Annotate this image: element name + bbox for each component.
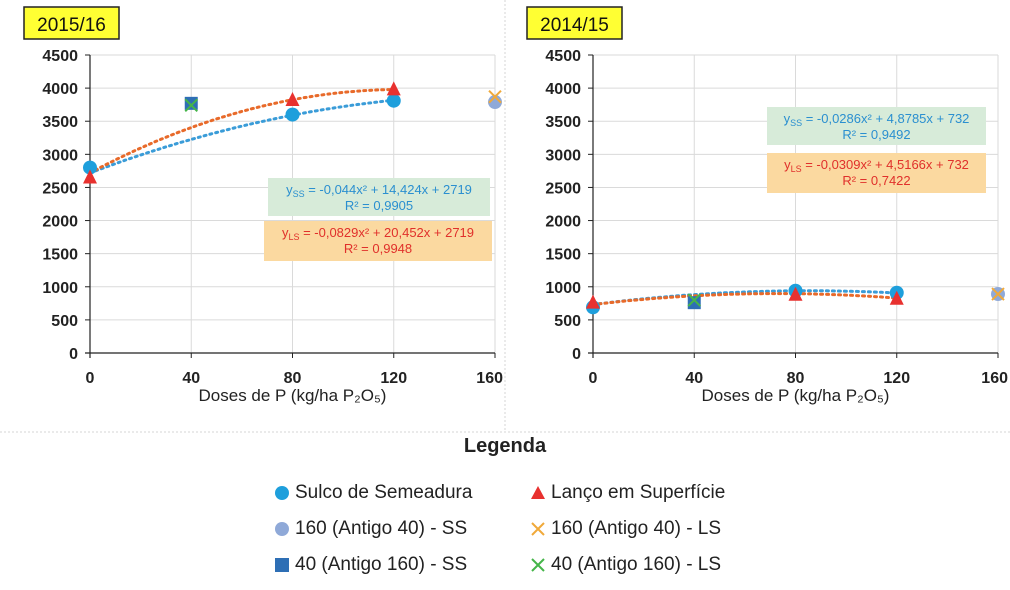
y-tick-label: 1000: [545, 280, 581, 297]
data-point-sulco-de-semeadura: [83, 160, 97, 175]
equation-box-ls: [264, 221, 492, 261]
equation-text-ss: ySS = -0,0286x² + 4,8785x + 732: [784, 111, 970, 128]
y-tick-label: 0: [69, 346, 78, 363]
r-squared-ss: R² = 0,9492: [842, 127, 910, 142]
data-point-40-antigo-160-ss: [184, 96, 198, 110]
y-tick-label: 0: [572, 346, 581, 363]
x-tick-label: 40: [685, 370, 703, 387]
equation-text-ls: yLS = -0,0829x² + 20,452x + 2719: [282, 225, 474, 242]
data-point-40-antigo-160-ls: [687, 293, 701, 307]
data-point-40-antigo-160-ls: [184, 98, 198, 113]
data-point-lanco-em-superficie: [285, 92, 300, 107]
y-tick-label: 3500: [545, 114, 581, 131]
trendline-lanco-em-superficie: [591, 292, 899, 306]
legend-label: 160 (Antigo 40) - SS: [295, 518, 468, 539]
x-tick-label: 80: [787, 370, 805, 387]
season-label-box: [23, 6, 120, 40]
legend-row: Sulco de Semeadura Lanço em Superfície: [266, 478, 826, 514]
x-tick-label: 40: [182, 370, 200, 387]
r-squared-ls: R² = 0,7422: [842, 173, 910, 188]
x-tick-label: 0: [589, 370, 598, 387]
legend-title: Legenda: [463, 435, 547, 457]
x-tick-label: 80: [284, 370, 302, 387]
y-tick-label: 1500: [545, 247, 581, 264]
x-tick-label: 120: [380, 370, 407, 387]
trendline-sulco-de-semeadura: [88, 98, 396, 175]
season-label: 2015/16: [37, 15, 106, 36]
data-point-lanco-em-superficie: [586, 294, 600, 309]
y-tick-label: 3000: [42, 147, 78, 164]
season-label: 2014/15: [540, 15, 609, 36]
y-tick-label: 4500: [545, 48, 581, 65]
y-tick-label: 3000: [545, 147, 581, 164]
x-tick-label: 120: [883, 370, 910, 387]
legend-square-marker-icon: [275, 558, 289, 572]
legend-label: 40 (Antigo 160) - LS: [551, 554, 722, 575]
trendline-lanco-em-superficie: [88, 88, 396, 175]
y-tick-label: 4000: [42, 81, 78, 98]
equation-text-ls: yLS = -0,0309x² + 4,5166x + 732: [784, 157, 969, 174]
data-point-sulco-de-semeadura: [386, 93, 401, 108]
data-point-lanco-em-superficie: [788, 286, 803, 301]
y-tick-label: 1000: [42, 280, 78, 297]
chart-panel-2015-16: 0 500 1000 1500 2000 2500 3000 3500 4000 4500 0 40 8…: [23, 6, 503, 405]
legend-item-sulco-de-semeadura: Sulco de Semeadura: [272, 478, 472, 508]
y-tick-label: 500: [554, 313, 581, 330]
equation-box-ss: [268, 178, 490, 216]
data-point-160-antigo-40-ss: [488, 95, 502, 110]
legend-item-160-antigo-40-ss: 160 (Antigo 40) - SS: [272, 514, 467, 544]
y-tick-label: 4000: [545, 81, 581, 98]
y-tick-label: 3500: [42, 114, 78, 131]
legend: Sulco de Semeadura Lanço em Superfície 1…: [266, 478, 826, 586]
legend-item-lanco-em-superficie: Lanço em Superfície: [528, 478, 725, 508]
equation-box-ls: [767, 153, 986, 193]
legend-circle-marker-icon: [275, 486, 289, 500]
legend-x-marker-icon: [531, 522, 545, 536]
legend-label: Sulco de Semeadura: [295, 482, 473, 503]
legend-label: 40 (Antigo 160) - SS: [295, 554, 468, 575]
equation-text-ss: ySS = -0,044x² + 14,424x + 2719: [286, 182, 472, 199]
y-tick-label: 500: [51, 313, 78, 330]
x-axis-label: Doses de P (kg/ha P₂O₅): [199, 386, 387, 405]
data-point-lanco-em-superficie: [386, 81, 401, 96]
data-point-40-antigo-160-ss: [687, 296, 701, 310]
x-tick-label: 160: [981, 370, 1008, 387]
data-point-160-antigo-40-ls: [488, 90, 502, 104]
season-label-box: [526, 6, 623, 40]
x-axis-label: Doses de P (kg/ha P₂O₅): [702, 386, 890, 405]
r-squared-ls: R² = 0,9948: [344, 241, 412, 256]
data-point-lanco-em-superficie: [889, 290, 904, 305]
x-tick-label: 0: [86, 370, 95, 387]
legend-label: 160 (Antigo 40) - LS: [551, 518, 722, 539]
r-squared-ss: R² = 0,9905: [345, 198, 413, 213]
legend-row: 160 (Antigo 40) - SS 160 (Antigo 40) - L…: [266, 514, 826, 550]
legend-item-40-antigo-160-ls: 40 (Antigo 160) - LS: [528, 550, 721, 580]
legend-item-40-antigo-160-ss: 40 (Antigo 160) - SS: [272, 550, 467, 580]
y-tick-label: 2500: [42, 180, 78, 197]
equation-box-ss: [767, 107, 986, 145]
legend-x-marker-icon: [531, 558, 545, 572]
x-tick-label: 160: [476, 370, 503, 387]
y-tick-label: 2000: [42, 214, 78, 231]
legend-row: 40 (Antigo 160) - SS 40 (Antigo 160) - L…: [266, 550, 826, 586]
chart-panel-2014-15: 0 500 1000 1500 2000 2500 3000 3500 4000 4500 0 40 8…: [526, 6, 1008, 405]
legend-triangle-marker-icon: [531, 486, 545, 499]
data-point-160-antigo-40-ls: [991, 287, 1005, 301]
legend-item-160-antigo-40-ls: 160 (Antigo 40) - LS: [528, 514, 721, 544]
data-point-sulco-de-semeadura: [285, 107, 300, 122]
y-tick-label: 2000: [545, 214, 581, 231]
legend-circle-marker-icon: [275, 522, 289, 536]
data-point-lanco-em-superficie: [83, 169, 97, 184]
y-tick-label: 4500: [42, 48, 78, 65]
y-tick-label: 2500: [545, 180, 581, 197]
legend-label: Lanço em Superfície: [551, 482, 726, 503]
y-tick-label: 1500: [42, 247, 78, 264]
